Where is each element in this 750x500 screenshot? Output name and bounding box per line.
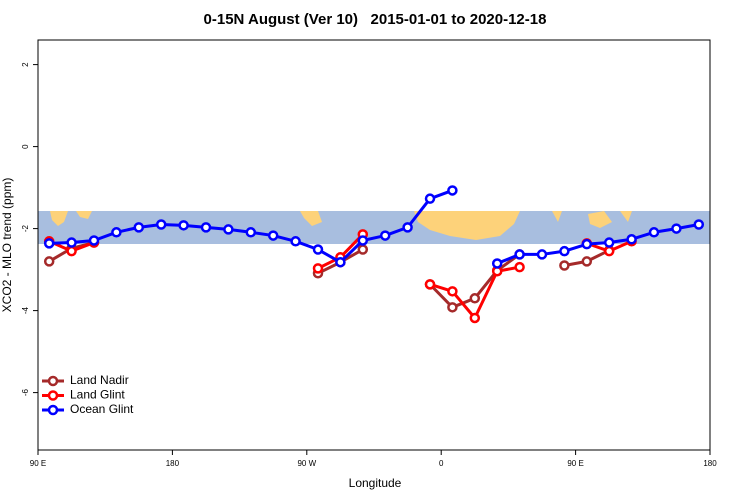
point	[693, 219, 705, 230]
plot-frame	[37, 39, 711, 451]
point	[133, 222, 145, 233]
point	[514, 261, 525, 273]
point	[88, 235, 100, 246]
point	[581, 256, 593, 267]
point	[402, 222, 413, 233]
legend-marker	[47, 390, 59, 401]
legend-marker	[47, 375, 59, 387]
y-tick-label: -4	[21, 306, 30, 314]
chart-title: 0-15N August (Ver 10) 2015-01-01 to 2020…	[204, 11, 547, 28]
point	[581, 238, 593, 250]
land	[552, 211, 632, 228]
point	[469, 293, 481, 304]
point	[603, 245, 615, 257]
y-tick-label: -6	[21, 388, 30, 396]
point	[43, 238, 55, 249]
point	[559, 245, 570, 257]
y-tick-label: 2	[21, 62, 30, 67]
point	[335, 256, 346, 268]
point	[43, 256, 55, 267]
land	[300, 211, 322, 226]
point	[245, 227, 257, 238]
point	[447, 286, 458, 297]
point	[66, 237, 77, 248]
legend-marker	[47, 404, 59, 416]
point	[559, 260, 570, 271]
point	[66, 245, 77, 257]
x-tick-label: 90 E	[567, 459, 583, 468]
land	[50, 211, 92, 226]
point	[267, 230, 279, 241]
legend-label: Ocean Glint	[70, 402, 134, 416]
y-axis-label: XCO2 - MLO trend (ppm)	[0, 178, 14, 313]
point	[312, 263, 324, 274]
point	[111, 227, 122, 238]
point	[357, 235, 369, 246]
point	[155, 219, 167, 230]
point	[626, 234, 637, 245]
y-tick-label: 0	[21, 144, 30, 149]
point	[491, 258, 503, 269]
x-tick-label: 180	[166, 459, 180, 468]
x-axis-label: Longitude	[349, 476, 402, 490]
point	[424, 193, 436, 204]
x-tick-label: 0	[439, 459, 444, 468]
point	[357, 244, 369, 255]
point	[424, 279, 436, 290]
x-tick-label: 90 E	[30, 459, 46, 468]
legend-label: Land Glint	[70, 388, 125, 402]
point	[514, 249, 525, 260]
point	[671, 223, 682, 234]
legend-label: Land Nadir	[70, 373, 129, 387]
point	[447, 302, 458, 313]
x-tick-label: 90 W	[297, 459, 316, 468]
point	[469, 312, 481, 324]
land	[414, 211, 520, 240]
point	[603, 237, 615, 248]
y-tick-label: -2	[21, 224, 30, 232]
point	[648, 227, 660, 238]
point	[312, 244, 324, 255]
point	[447, 185, 458, 196]
point	[178, 220, 189, 231]
point	[290, 236, 301, 247]
point	[536, 249, 548, 260]
point	[200, 222, 212, 233]
x-tick-label: 180	[703, 459, 717, 468]
point	[223, 224, 234, 235]
point	[379, 230, 391, 241]
